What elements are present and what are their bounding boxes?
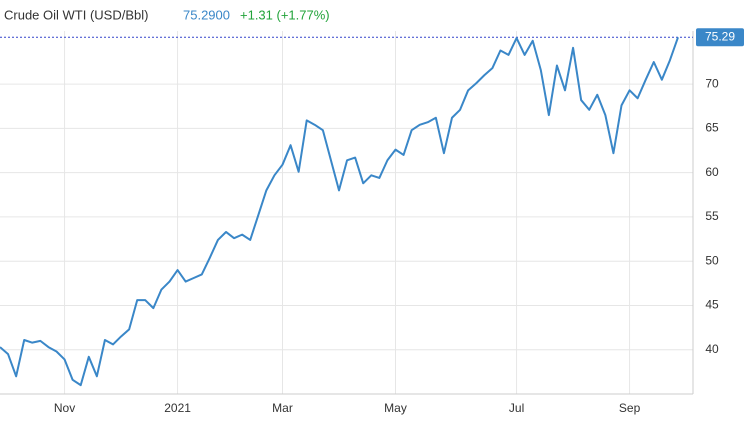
current-label: 75.29 xyxy=(705,29,735,43)
price: 75.2900 xyxy=(183,7,230,22)
x-tick-label: 2021 xyxy=(164,401,191,415)
y-tick-label: 65 xyxy=(705,121,719,135)
x-tick-label: May xyxy=(384,401,407,415)
y-tick-label: 40 xyxy=(705,342,719,356)
x-tick-label: Jul xyxy=(509,401,524,415)
current-badge xyxy=(696,28,744,47)
x-tick-label: Nov xyxy=(54,401,75,415)
y-tick-label: 60 xyxy=(705,165,719,179)
y-tick-label: 70 xyxy=(705,76,719,90)
x-tick-label: Mar xyxy=(272,401,293,415)
y-tick-label: 45 xyxy=(705,298,719,312)
x-tick-label: Sep xyxy=(619,401,641,415)
line xyxy=(0,36,679,387)
change: +1.31 (+1.77%) xyxy=(240,7,330,22)
y-tick-label: 55 xyxy=(705,209,719,223)
chart-title: Crude Oil WTI (USD/Bbl) xyxy=(4,7,148,22)
y-tick-label: 50 xyxy=(705,253,719,267)
